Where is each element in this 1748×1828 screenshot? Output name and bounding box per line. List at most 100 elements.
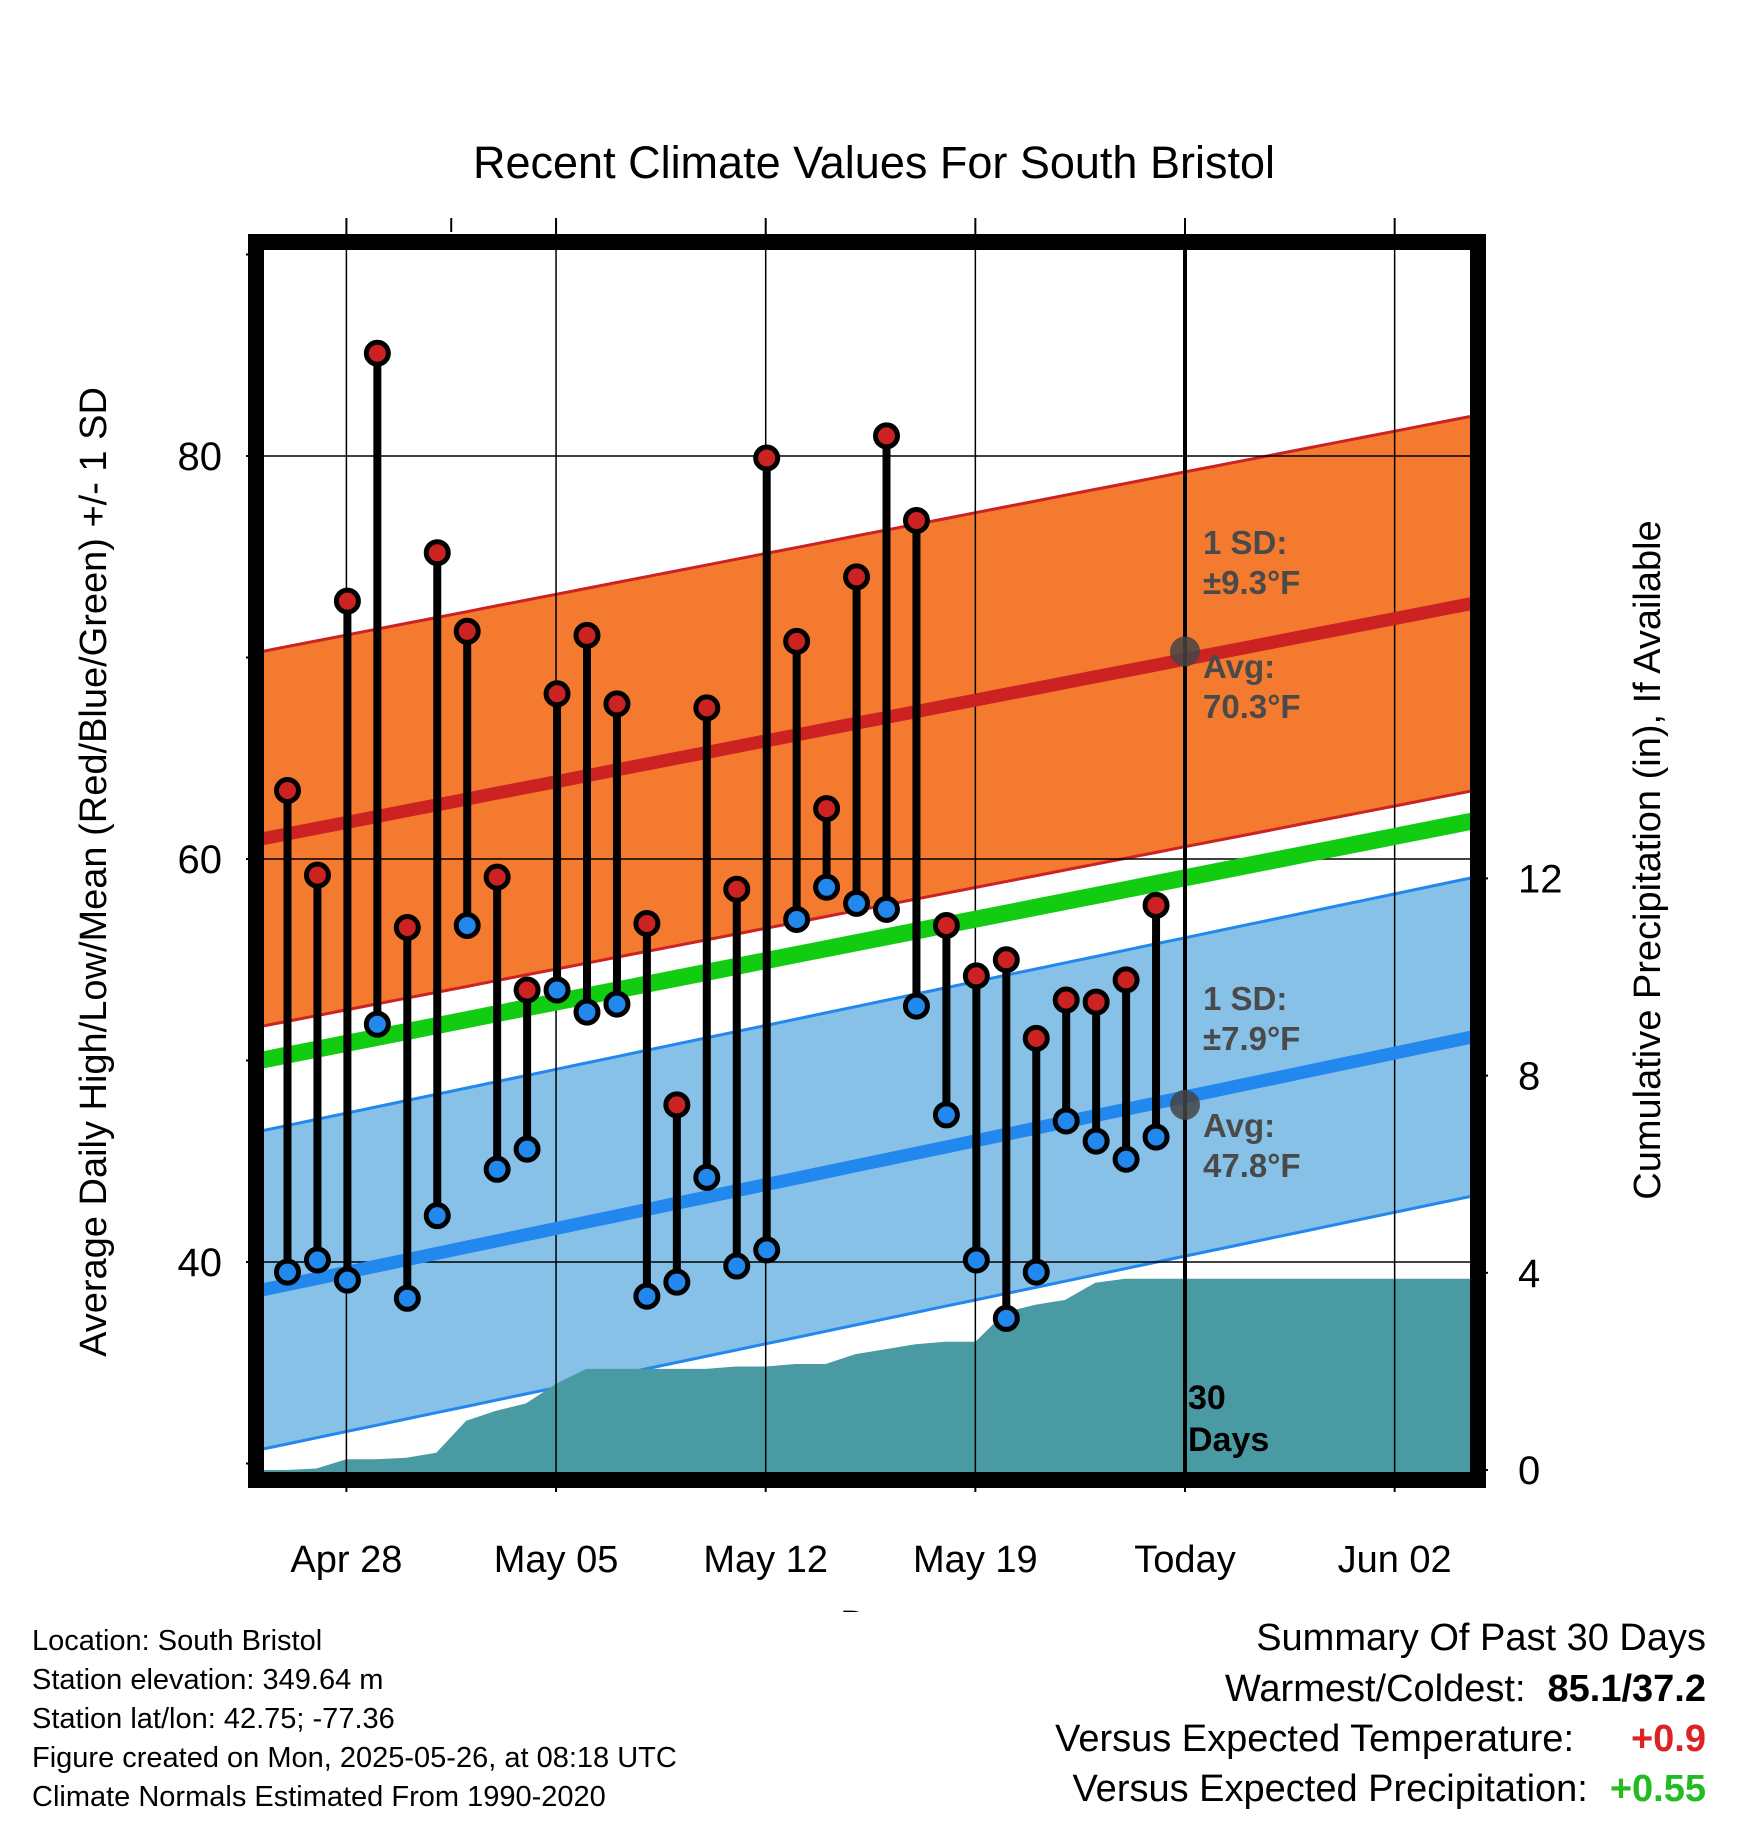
low-point xyxy=(513,1135,541,1163)
low-point xyxy=(333,1266,361,1294)
high-avg-label: Avg: xyxy=(1203,648,1275,685)
x-tick-label: Today xyxy=(1134,1539,1235,1581)
temp-value: +0.9 xyxy=(1630,1718,1706,1760)
low-point xyxy=(483,1155,511,1183)
high-point xyxy=(363,339,391,367)
summary-title: Summary Of Past 30 Days xyxy=(1256,1617,1706,1659)
x-tick-label: Jun 02 xyxy=(1338,1539,1452,1581)
latlon-text: Station lat/lon: 42.75; -77.36 xyxy=(32,1703,395,1735)
y-tick-label-right: 0 xyxy=(1518,1449,1540,1493)
high-point xyxy=(932,911,960,939)
y-tick-label-right: 8 xyxy=(1518,1055,1540,1099)
low-avg-label: Avg: xyxy=(1203,1107,1275,1144)
precip-area xyxy=(260,1278,1474,1476)
high-avg-value: 70.3°F xyxy=(1203,688,1301,725)
temp-label: Versus Expected Temperature: xyxy=(1055,1718,1574,1760)
low-point xyxy=(1082,1127,1110,1155)
warm-cold-label: Warmest/Coldest: xyxy=(1224,1668,1526,1710)
low-point xyxy=(303,1246,331,1274)
low-point xyxy=(873,895,900,923)
x-tick-label: May 12 xyxy=(703,1539,828,1581)
high-point xyxy=(633,909,661,937)
high-point xyxy=(573,621,601,649)
high-point xyxy=(873,422,900,450)
low-point xyxy=(453,911,481,939)
high-point xyxy=(783,627,811,655)
chart-title: Recent Climate Values For South Bristol xyxy=(473,137,1275,188)
warm-cold-value: 85.1/37.2 xyxy=(1547,1668,1706,1710)
low-point xyxy=(1052,1107,1080,1135)
low-point xyxy=(363,1010,391,1038)
high-point xyxy=(513,976,541,1004)
today-label-number: 30 xyxy=(1188,1379,1226,1417)
plot-frame xyxy=(248,234,1486,1488)
high-point xyxy=(333,587,361,615)
high-point xyxy=(303,861,331,889)
mean-average-line xyxy=(260,812,1474,1070)
y-tick-label-left: 80 xyxy=(178,435,223,479)
low-point xyxy=(603,990,631,1018)
precip-value: +0.55 xyxy=(1609,1768,1706,1810)
low-point xyxy=(753,1236,781,1264)
summary-warm-cold: Warmest/Coldest: 85.1/37.2 xyxy=(1055,1664,1706,1714)
low-point xyxy=(723,1252,751,1280)
low-point xyxy=(992,1304,1020,1332)
x-tick-label: May 05 xyxy=(494,1539,619,1581)
high-point xyxy=(1112,966,1140,994)
high-point xyxy=(693,694,721,722)
high-point xyxy=(603,690,631,718)
low-point xyxy=(1022,1258,1050,1286)
summary-temp: Versus Expected Temperature: +0.9 xyxy=(1055,1714,1706,1764)
y-axis-left-label: Average Daily High/Low/Mean (Red/Blue/Gr… xyxy=(73,387,115,1357)
elevation-text: Station elevation: 349.64 m xyxy=(32,1664,384,1696)
high-sd-value: ±9.3°F xyxy=(1203,564,1300,601)
low-sd-lower-edge xyxy=(260,1194,1474,1452)
low-point xyxy=(274,1258,301,1286)
low-average-today-marker xyxy=(1170,1089,1200,1120)
high-point xyxy=(992,946,1020,974)
low-sd-upper-edge xyxy=(260,875,1474,1133)
low-point xyxy=(633,1282,661,1310)
high-point xyxy=(753,444,781,472)
high-point xyxy=(962,962,990,990)
daily-range-sticks xyxy=(274,339,1170,1332)
high-point xyxy=(723,875,751,903)
high-point xyxy=(393,914,421,942)
low-point xyxy=(573,998,601,1026)
x-tick-label: May 19 xyxy=(913,1539,1038,1581)
high-point xyxy=(663,1091,691,1119)
high-point xyxy=(274,776,301,804)
high-point xyxy=(423,539,451,567)
low-point xyxy=(932,1101,960,1129)
y-tick-label-left: 60 xyxy=(178,838,223,882)
y-tick-label-right: 4 xyxy=(1518,1252,1540,1296)
low-point xyxy=(693,1163,721,1191)
climate-chart: Recent Climate Values For South Bristol … xyxy=(73,137,1669,1612)
precip-label: Versus Expected Precipitation: xyxy=(1072,1768,1588,1810)
high-sd-upper-edge xyxy=(260,414,1474,654)
low-point xyxy=(543,976,571,1004)
location-text: Location: South Bristol xyxy=(32,1625,323,1657)
created-text: Figure created on Mon, 2025-05-26, at 08… xyxy=(32,1742,677,1774)
x-tick-label: Apr 28 xyxy=(290,1539,402,1581)
high-point xyxy=(1022,1024,1050,1052)
low-point xyxy=(843,889,871,917)
high-point xyxy=(813,795,841,823)
high-point xyxy=(1052,986,1080,1014)
x-axis-label: Day xyxy=(840,1604,908,1612)
low-point xyxy=(1142,1123,1170,1151)
high-point xyxy=(843,563,871,591)
low-point xyxy=(813,873,841,901)
summary-panel: Summary Of Past 30 Days Warmest/Coldest:… xyxy=(1055,1612,1706,1814)
y-tick-label-left: 40 xyxy=(178,1241,223,1285)
high-point xyxy=(543,680,571,708)
low-point xyxy=(663,1268,691,1296)
low-point xyxy=(962,1246,990,1274)
low-point xyxy=(902,992,930,1020)
high-average-today-marker xyxy=(1170,636,1200,667)
low-point xyxy=(1112,1145,1140,1173)
high-point xyxy=(483,863,511,891)
